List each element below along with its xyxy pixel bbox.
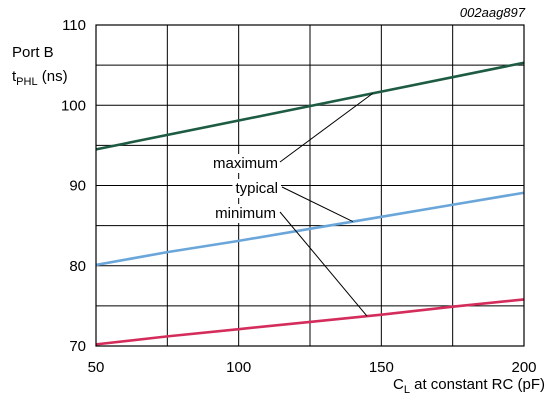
y-axis-label-line1: Port B: [12, 44, 54, 61]
x-axis-label-rest: at constant RC (pF): [410, 376, 545, 393]
series-line-typical: [95, 191, 525, 267]
x-tick-label: 200: [511, 359, 536, 376]
x-tick-label: 50: [88, 359, 105, 376]
x-axis-label-main: C: [393, 376, 404, 393]
plot-frame: [95, 24, 525, 347]
annotation-background: [212, 204, 279, 223]
y-axis-label: tPHL (ns): [12, 68, 68, 88]
annotation-typical: typical: [235, 180, 278, 197]
annotation-leader-typical: [281, 186, 354, 223]
y-axis-label-sub: PHL: [16, 76, 37, 88]
tick-labels: 50 100 150 200 70 80 90 100 110: [61, 17, 537, 376]
y-tick-label: 80: [69, 258, 86, 275]
series-lines: [95, 61, 525, 346]
annotations: maximum typical minimum: [209, 92, 374, 317]
annotation-leader-minimum: [279, 211, 368, 317]
figure-id: 002aag897: [460, 5, 526, 20]
series-line-minimum: [95, 298, 525, 346]
y-tick-label: 100: [61, 97, 86, 114]
y-axis-label-unit: (ns): [38, 68, 68, 85]
annotation-maximum: maximum: [213, 155, 278, 172]
series-line-maximum: [95, 61, 525, 151]
x-tick-label: 150: [369, 359, 394, 376]
x-axis-label: CL at constant RC (pF): [393, 376, 545, 396]
annotation-background: [232, 179, 281, 198]
y-tick-label: 70: [69, 338, 86, 355]
x-tick-label: 100: [226, 359, 251, 376]
x-axis-label-sub: L: [404, 384, 410, 396]
grid: [96, 25, 524, 346]
y-axis-label-main: t: [12, 68, 17, 85]
annotation-leader-maximum: [279, 92, 374, 163]
y-tick-label: 110: [62, 17, 86, 34]
y-tick-label: 90: [69, 178, 86, 195]
annotation-minimum: minimum: [215, 205, 276, 222]
annotation-background: [209, 154, 281, 173]
